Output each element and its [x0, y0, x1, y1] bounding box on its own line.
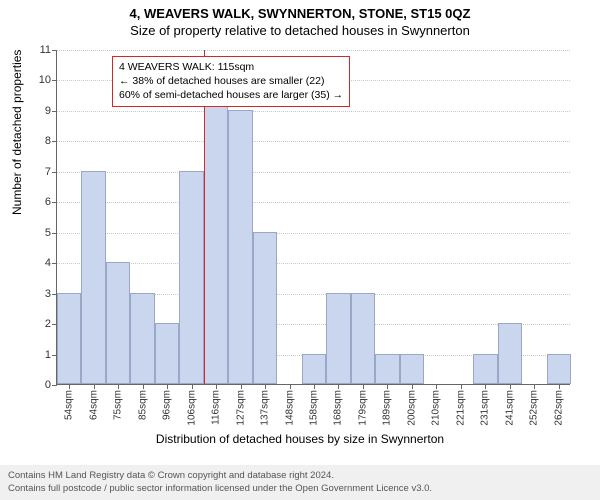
y-tick-label: 4 — [45, 257, 51, 269]
histogram-bar — [253, 232, 277, 384]
x-tick-label: 231sqm — [480, 390, 491, 426]
gridline — [57, 263, 570, 264]
x-tick-mark — [338, 384, 339, 389]
x-tick-mark — [314, 384, 315, 389]
x-tick-label: 252sqm — [529, 390, 540, 426]
x-tick-label: 241sqm — [504, 390, 515, 426]
page-title: 4, WEAVERS WALK, SWYNNERTON, STONE, ST15… — [0, 0, 600, 21]
y-tick-label: 0 — [45, 379, 51, 391]
histogram-bar — [302, 354, 326, 384]
y-tick-label: 11 — [40, 44, 51, 56]
x-tick-label: 96sqm — [162, 390, 173, 420]
footer-attribution: Contains HM Land Registry data © Crown c… — [0, 465, 600, 500]
y-tick-label: 8 — [45, 135, 51, 147]
x-tick-mark — [485, 384, 486, 389]
x-tick-mark — [167, 384, 168, 389]
x-tick-label: 210sqm — [431, 390, 442, 426]
gridline — [57, 50, 570, 51]
x-tick-label: 158sqm — [309, 390, 320, 426]
annotation-box: 4 WEAVERS WALK: 115sqm← 38% of detached … — [112, 56, 350, 107]
x-tick-mark — [69, 384, 70, 389]
y-tick-label: 2 — [45, 318, 51, 330]
histogram-bar — [326, 293, 350, 384]
annotation-line: 4 WEAVERS WALK: 115sqm — [119, 60, 343, 74]
histogram-bar — [375, 354, 399, 384]
y-tick-label: 9 — [45, 105, 51, 117]
y-tick-label: 3 — [45, 288, 51, 300]
histogram-bar — [400, 354, 424, 384]
x-tick-label: 64sqm — [88, 390, 99, 420]
x-tick-mark — [510, 384, 511, 389]
y-tick-mark — [52, 202, 57, 203]
x-tick-label: 168sqm — [333, 390, 344, 426]
x-tick-label: 179sqm — [357, 390, 368, 426]
y-tick-mark — [52, 385, 57, 386]
gridline — [57, 233, 570, 234]
x-tick-label: 189sqm — [382, 390, 393, 426]
y-tick-label: 10 — [39, 74, 51, 86]
gridline — [57, 202, 570, 203]
annotation-line: ← 38% of detached houses are smaller (22… — [119, 74, 343, 88]
x-tick-mark — [241, 384, 242, 389]
x-tick-label: 116sqm — [211, 390, 222, 425]
x-tick-label: 221sqm — [455, 390, 466, 426]
x-tick-mark — [412, 384, 413, 389]
y-tick-mark — [52, 233, 57, 234]
y-tick-label: 5 — [45, 227, 51, 239]
annotation-line: 60% of semi-detached houses are larger (… — [119, 88, 343, 102]
histogram-chart: 0123456789101154sqm64sqm75sqm85sqm96sqm1… — [56, 50, 570, 385]
y-tick-mark — [52, 80, 57, 81]
x-tick-label: 54sqm — [64, 390, 75, 420]
histogram-bar — [155, 323, 179, 384]
x-tick-label: 200sqm — [406, 390, 417, 426]
y-tick-mark — [52, 111, 57, 112]
histogram-bar — [473, 354, 497, 384]
x-tick-mark — [290, 384, 291, 389]
histogram-bar — [228, 110, 252, 384]
x-tick-mark — [118, 384, 119, 389]
histogram-bar — [179, 171, 203, 384]
gridline — [57, 141, 570, 142]
x-tick-label: 127sqm — [235, 390, 246, 426]
footer-line-1: Contains HM Land Registry data © Crown c… — [8, 470, 592, 482]
y-tick-label: 7 — [45, 166, 51, 178]
x-tick-label: 262sqm — [553, 390, 564, 426]
x-tick-label: 106sqm — [186, 390, 197, 426]
histogram-bar — [81, 171, 105, 384]
x-tick-mark — [216, 384, 217, 389]
x-tick-mark — [461, 384, 462, 389]
x-tick-mark — [436, 384, 437, 389]
x-tick-mark — [534, 384, 535, 389]
histogram-bar — [351, 293, 375, 384]
y-tick-mark — [52, 50, 57, 51]
histogram-bar — [498, 323, 522, 384]
histogram-bar — [204, 79, 228, 384]
x-tick-label: 137sqm — [260, 390, 271, 426]
page-subtitle: Size of property relative to detached ho… — [0, 21, 600, 38]
x-tick-mark — [192, 384, 193, 389]
y-tick-mark — [52, 141, 57, 142]
x-tick-label: 85sqm — [137, 390, 148, 420]
x-tick-mark — [387, 384, 388, 389]
x-tick-label: 148sqm — [284, 390, 295, 426]
histogram-bar — [130, 293, 154, 384]
y-axis-label: Number of detached properties — [10, 50, 24, 215]
gridline — [57, 111, 570, 112]
gridline — [57, 172, 570, 173]
y-tick-mark — [52, 172, 57, 173]
y-tick-label: 1 — [45, 349, 51, 361]
histogram-bar — [547, 354, 571, 384]
histogram-bar — [106, 262, 130, 384]
footer-line-2: Contains full postcode / public sector i… — [8, 483, 592, 495]
histogram-bar — [57, 293, 81, 384]
y-tick-label: 6 — [45, 196, 51, 208]
x-tick-mark — [143, 384, 144, 389]
x-tick-mark — [559, 384, 560, 389]
x-tick-mark — [94, 384, 95, 389]
x-tick-mark — [265, 384, 266, 389]
x-tick-label: 75sqm — [113, 390, 124, 420]
y-tick-mark — [52, 263, 57, 264]
x-tick-mark — [363, 384, 364, 389]
x-axis-label: Distribution of detached houses by size … — [0, 432, 600, 446]
